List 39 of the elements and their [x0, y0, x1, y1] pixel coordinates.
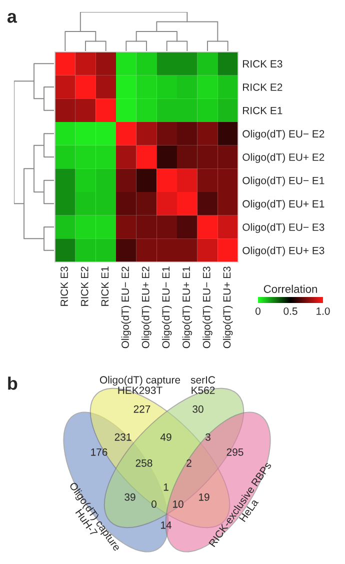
chart-title: a: [7, 12, 18, 23]
text: 258: [136, 459, 152, 467]
y-tick-label: Oligo(dT) EU− E1: [242, 176, 324, 186]
text: 231: [114, 433, 132, 441]
color-bar-label: 0: [256, 307, 260, 315]
x-tick-label: RICK E2: [80, 266, 88, 306]
y-tick-label: Oligo(dT) EU+ E2: [242, 153, 324, 163]
x-tick-label: Oligo(dT) EU+ E1: [182, 266, 192, 348]
x-tick-label: Oligo(dT) EU− E1: [162, 266, 172, 348]
color-bar-label: 1.0: [316, 307, 330, 315]
x-tick-label: Oligo(dT) EU+ E2: [142, 266, 152, 348]
y-tick-label: RICK E3: [243, 60, 282, 68]
color-bar-title: Correlation: [264, 284, 317, 293]
text: serIC K562: [190, 376, 216, 394]
y-tick-label: RICK E1: [243, 106, 282, 114]
y-tick-label: Oligo(dT) EU+ E1: [242, 200, 324, 210]
text: 0: [152, 500, 156, 508]
x-tick-label: RICK E3: [60, 266, 68, 306]
text: Oligo(dT) capture HEK293T: [100, 376, 180, 394]
text: 30: [192, 405, 204, 413]
text: 295: [226, 448, 244, 456]
y-tick-label: RICK E2: [243, 84, 282, 91]
text: 49: [160, 433, 172, 441]
text: 10: [173, 500, 184, 508]
text: 176: [91, 448, 108, 456]
text: 227: [134, 405, 150, 413]
text: 2: [186, 459, 192, 467]
text: 3: [206, 433, 210, 441]
text: 39: [124, 493, 136, 501]
y-tick-label: Oligo(dT) EU− E2: [242, 130, 324, 140]
text: 1: [164, 484, 168, 491]
text: 14: [161, 522, 172, 529]
text: 19: [199, 493, 210, 501]
text: b: [8, 376, 18, 390]
x-tick-label: Oligo(dT) EU− E2: [121, 266, 132, 348]
color-bar-label: 0.5: [284, 307, 298, 315]
x-tick-label: RICK E1: [101, 266, 109, 306]
y-tick-label: Oligo(dT) EU+ E3: [242, 246, 324, 256]
y-tick-label: Oligo(dT) EU− E3: [242, 223, 324, 233]
